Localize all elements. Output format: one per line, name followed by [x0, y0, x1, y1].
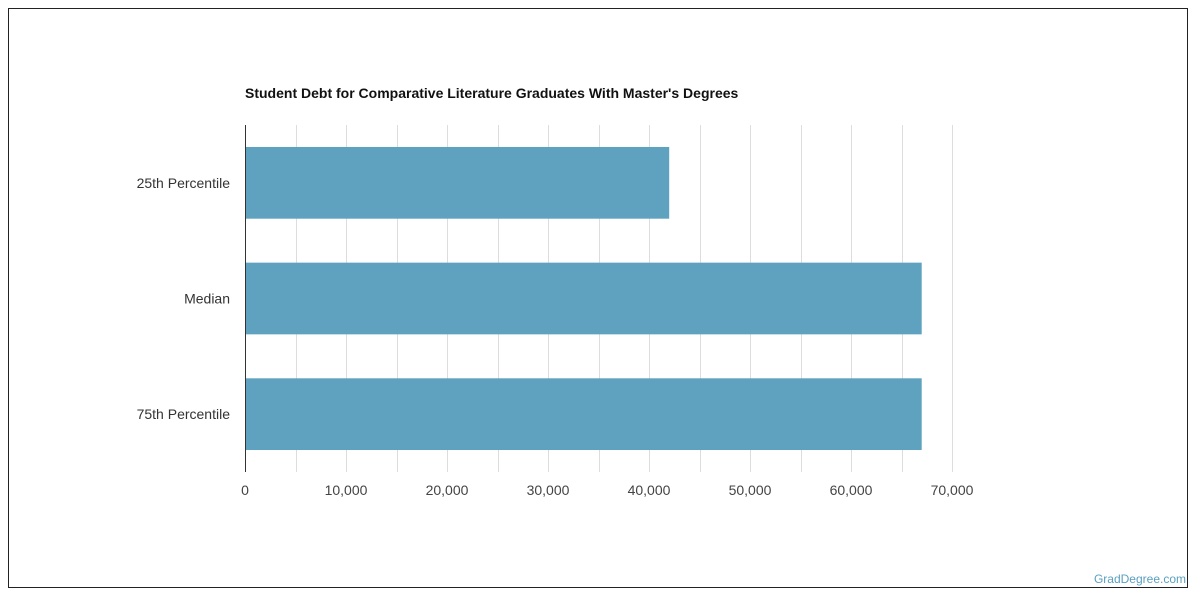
category-label: 75th Percentile — [137, 406, 231, 422]
x-tick-label: 30,000 — [527, 482, 570, 498]
x-tick-label: 70,000 — [931, 482, 974, 498]
x-tick-label: 40,000 — [628, 482, 671, 498]
category-label: 25th Percentile — [137, 175, 231, 191]
x-tick-label: 50,000 — [729, 482, 772, 498]
bar — [245, 378, 922, 451]
source-link[interactable]: GradDegree.com — [1093, 572, 1186, 586]
bar — [245, 146, 670, 219]
chart-title: Student Debt for Comparative Literature … — [245, 85, 739, 101]
bar — [245, 262, 922, 335]
category-label: Median — [184, 291, 230, 307]
x-tick-label: 10,000 — [325, 482, 368, 498]
x-tick-label: 60,000 — [830, 482, 873, 498]
x-tick-label: 20,000 — [426, 482, 469, 498]
x-tick-label: 0 — [241, 482, 249, 498]
